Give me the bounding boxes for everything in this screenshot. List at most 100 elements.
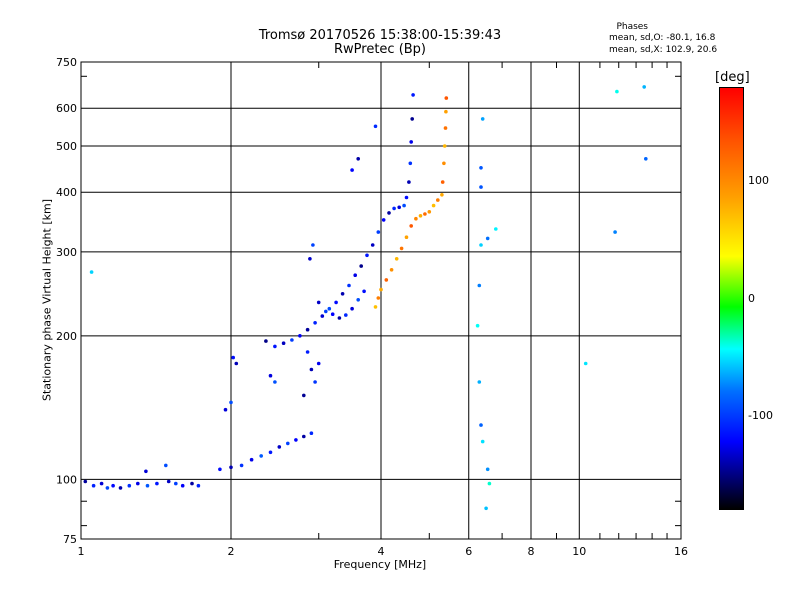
data-point [330,312,335,317]
data-point [444,96,449,100]
data-point [381,218,386,222]
phase-stats-heading: Phases [616,22,648,32]
data-point [229,465,233,470]
data-point [477,380,482,384]
data-point [418,214,423,218]
data-point [362,289,366,294]
axis-ticks: 1 2 4 6 8 10 16 75 100 200 300 400 500 600 750 [56,56,688,558]
data-point [324,309,328,314]
data-points [83,85,648,511]
data-point [229,400,233,405]
data-point [350,168,354,172]
data-point [277,445,282,449]
data-point [89,270,94,274]
data-point [373,124,378,129]
chart-subtitle: RwPretec (Bp) [333,42,427,57]
data-point [407,180,411,184]
data-point [484,506,488,511]
data-point [644,157,648,161]
data-point [166,479,171,484]
data-point [359,264,364,268]
data-point [302,393,306,398]
data-point [298,334,302,338]
data-point [281,341,286,346]
data-point [309,431,314,436]
data-point [411,93,415,97]
data-point [273,380,277,384]
data-point [302,434,306,439]
data-point [305,327,310,332]
data-point [286,441,290,446]
data-point [427,210,432,214]
data-point [404,195,409,200]
x-axis-label: Frequency [MHz] [333,558,427,571]
data-point [105,486,110,490]
data-point [218,467,222,472]
data-point [136,481,140,486]
data-point [164,463,168,468]
x-tick-label: 10 [572,545,586,558]
colorbar-tick-label: 0 [748,291,755,305]
data-point [231,355,235,360]
colorbar-tick-label: 100 [748,174,769,187]
data-point [409,140,414,144]
x-tick-label: 2 [228,545,235,558]
data-point [436,198,440,202]
data-point [485,467,490,472]
x-tick-label: 6 [465,545,472,558]
data-point [347,283,351,288]
data-point [475,323,480,328]
data-point [268,373,273,378]
data-point [442,144,447,148]
plot-frame [80,61,682,540]
data-point [485,236,490,241]
data-point [190,481,194,486]
y-tick-label: 500 [56,140,77,153]
data-point [487,481,492,486]
data-point [423,212,427,216]
y-tick-label: 300 [56,246,77,259]
data-point [642,85,646,89]
data-point [379,287,383,292]
data-point [443,126,448,130]
data-point [308,257,312,261]
data-point [111,483,115,488]
data-point [479,243,483,247]
data-point [259,454,264,458]
y-tick-label: 600 [56,102,77,115]
data-point [180,483,185,488]
data-point [356,298,361,302]
data-point [223,407,228,412]
phase-stats-o-mode: mean, sd,O: -80.1, 16.8 [609,33,716,43]
data-point [234,361,239,366]
data-point [494,227,498,231]
data-point [174,481,178,486]
data-point [394,257,399,261]
data-point [127,483,132,488]
phase-colorbar [719,87,744,510]
data-point [615,89,619,94]
data-point [249,457,254,462]
data-point [414,216,418,221]
data-point [264,339,268,343]
chart-title: Tromsø 20170526 15:38:00-15:39:43 [258,28,502,43]
data-point [477,283,482,288]
data-point [431,203,436,208]
data-point [353,273,358,278]
data-point [373,305,378,309]
data-point [344,313,348,317]
data-point [583,361,588,366]
data-point [440,193,444,197]
data-point [408,161,413,166]
data-point [91,483,96,488]
colorbar-unit-label: [deg] [715,70,750,85]
x-tick-label: 1 [78,545,85,558]
y-tick-label: 75 [63,533,77,546]
data-point [294,438,298,442]
data-point [268,450,273,455]
data-point [309,367,314,372]
data-point [311,243,315,247]
data-point [440,180,445,184]
data-point [350,306,354,311]
data-point [144,469,148,474]
